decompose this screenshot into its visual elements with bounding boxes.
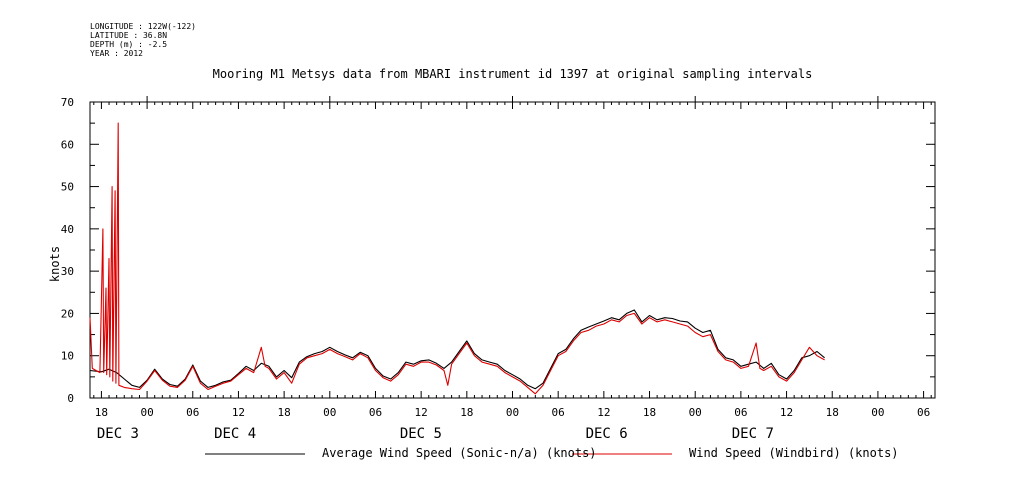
x-tick-label: 00 (323, 406, 336, 419)
x-day-label: DEC 7 (732, 426, 774, 442)
y-tick-label: 60 (61, 138, 74, 151)
x-tick-label: 12 (780, 406, 793, 419)
meta-longitude: LONGITUDE : 122W(-122) (90, 22, 196, 31)
x-tick-label: 00 (140, 406, 153, 419)
x-tick-label: 00 (871, 406, 884, 419)
legend-label-series-1: Wind Speed (Windbird) (knots) (689, 446, 899, 460)
y-tick-label: 50 (61, 181, 74, 194)
x-tick-label: 00 (689, 406, 702, 419)
meta-latitude: LATITUDE : 36.8N (90, 31, 168, 40)
x-tick-label: 18 (826, 406, 839, 419)
chart-title: Mooring M1 Metsys data from MBARI instru… (212, 67, 813, 81)
x-tick-label: 06 (369, 406, 382, 419)
y-tick-label: 0 (67, 392, 74, 405)
x-day-label: DEC 5 (400, 426, 442, 442)
x-day-label: DEC 3 (97, 426, 139, 442)
x-tick-label: 06 (917, 406, 930, 419)
x-tick-label: 18 (277, 406, 290, 419)
y-tick-label: 70 (61, 96, 74, 109)
legend-label-series-0: Average Wind Speed (Sonic-n/a) (knots) (322, 446, 597, 460)
series-line-1 (89, 122, 825, 395)
plot-frame (89, 101, 936, 399)
x-tick-label: 18 (460, 406, 473, 419)
x-tick-label: 06 (186, 406, 199, 419)
x-tick-label: 12 (415, 406, 428, 419)
x-tick-label: 12 (232, 406, 245, 419)
chart-series-group (89, 122, 825, 395)
y-tick-label: 30 (61, 265, 74, 278)
x-tick-label: 00 (506, 406, 519, 419)
series-line-0 (89, 309, 825, 390)
y-tick-label: 10 (61, 350, 74, 363)
meta-year: YEAR : 2012 (90, 49, 143, 58)
x-day-label: DEC 4 (214, 426, 256, 442)
x-tick-label: 06 (552, 406, 565, 419)
x-tick-label: 18 (643, 406, 656, 419)
chart-axes: 0 10 20 30 40 50 60 70 18 00 06 12 18 00 06 12 18 00 06 12 1… (61, 96, 936, 442)
y-tick-label: 40 (61, 223, 74, 236)
x-tick-label: 06 (734, 406, 747, 419)
x-tick-label: 18 (95, 406, 108, 419)
x-tick-label: 12 (597, 406, 610, 419)
y-tick-label: 20 (61, 307, 74, 320)
meta-depth: DEPTH (m) : -2.5 (90, 40, 168, 49)
x-day-label: DEC 6 (586, 426, 628, 442)
